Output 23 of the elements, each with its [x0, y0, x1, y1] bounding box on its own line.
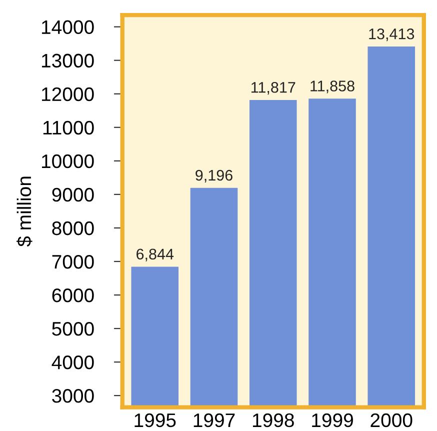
x-tick-label: 2000	[370, 413, 412, 428]
x-tick-label: 1998	[252, 413, 294, 428]
y-tick-label: 14000	[42, 20, 94, 34]
y-tick-label: 12000	[42, 87, 94, 102]
y-tick-label: 7000	[52, 254, 94, 269]
data-label: 9,196	[196, 170, 232, 182]
y-tick-label: 5000	[52, 322, 94, 336]
x-tick-label: 1999	[312, 413, 353, 428]
data-label: 11,817	[251, 82, 296, 95]
data-label: 13,413	[369, 28, 414, 42]
y-tick-label: 6000	[52, 288, 94, 302]
x-tick-label: 1995	[134, 413, 176, 428]
y-tick-label: 9000	[52, 188, 94, 202]
y-tick-label: 8000	[52, 221, 94, 236]
y-tick-label: 4000	[52, 356, 94, 370]
y-tick-label: 10000	[42, 154, 94, 168]
y-tick-label: 13000	[42, 54, 94, 68]
data-label: 6,844	[136, 248, 174, 262]
x-tick-label: 1997	[194, 413, 235, 428]
data-label: 11,858	[310, 80, 354, 94]
y-tick-label: 11000	[43, 120, 94, 135]
y-tick-label: 3000	[52, 389, 94, 403]
y-axis-title: $ million	[16, 176, 32, 247]
